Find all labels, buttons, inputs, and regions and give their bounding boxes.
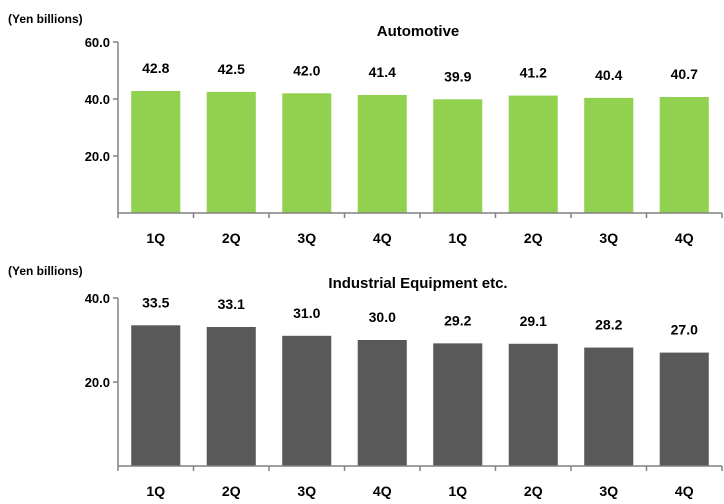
automotive-chart: (Yen billions) Automotive 60.0 40.0 20.0 4… <box>0 0 724 250</box>
industrial-data-label: 33.1 <box>218 296 245 312</box>
automotive-data-label: 41.2 <box>520 65 547 81</box>
automotive-data-label: 42.5 <box>218 61 245 77</box>
automotive-bars <box>131 91 709 213</box>
automotive-category-label: 3Q <box>297 230 316 246</box>
automotive-y-tick-label: 20.0 <box>85 149 110 164</box>
industrial-y-tick-label: 40.0 <box>85 291 110 306</box>
industrial-unit-label: (Yen billions) <box>8 264 83 278</box>
industrial-bar <box>584 347 634 466</box>
automotive-unit-label: (Yen billions) <box>8 12 83 26</box>
industrial-bar <box>206 326 256 466</box>
industrial-data-label: 30.0 <box>369 309 396 325</box>
automotive-data-label: 42.8 <box>142 60 169 76</box>
automotive-category-label: 3Q <box>599 230 618 246</box>
automotive-bar <box>659 97 709 213</box>
industrial-data-labels: 33.5 33.1 31.0 30.0 29.2 29.1 28.2 27.0 <box>142 294 698 337</box>
industrial-x-axis: 1Q 2Q 3Q 4Q 1Q 2Q 3Q 4Q <box>117 465 723 499</box>
industrial-y-tick-label: 20.0 <box>85 375 110 390</box>
industrial-category-label: 1Q <box>146 483 165 499</box>
industrial-chart: (Yen billions) Industrial Equipment etc.… <box>0 258 724 504</box>
automotive-data-label: 40.4 <box>595 67 622 83</box>
industrial-category-label: 2Q <box>222 483 241 499</box>
automotive-bar <box>357 95 407 213</box>
automotive-y-tick-label: 60.0 <box>85 35 110 50</box>
automotive-x-axis: 1Q 2Q 3Q 4Q 1Q 2Q 3Q 4Q <box>117 212 723 246</box>
industrial-chart-svg: (Yen billions) Industrial Equipment etc.… <box>8 264 723 499</box>
automotive-data-labels: 42.8 42.5 42.0 41.4 39.9 41.2 40.4 40.7 <box>142 60 698 84</box>
industrial-data-label: 29.2 <box>444 312 471 328</box>
industrial-category-label: 2Q <box>524 483 543 499</box>
industrial-category-label: 1Q <box>448 483 467 499</box>
industrial-bar <box>659 352 709 466</box>
industrial-data-label: 27.0 <box>671 322 698 338</box>
industrial-category-label: 3Q <box>297 483 316 499</box>
industrial-category-label: 4Q <box>373 483 392 499</box>
automotive-bar <box>131 91 181 213</box>
industrial-bar <box>282 335 332 466</box>
industrial-y-axis: 40.0 20.0 <box>85 291 119 466</box>
automotive-bar <box>433 99 483 213</box>
industrial-chart-title: Industrial Equipment etc. <box>328 275 507 292</box>
automotive-bar <box>584 97 634 213</box>
automotive-data-label: 39.9 <box>444 68 471 84</box>
automotive-data-label: 42.0 <box>293 62 320 78</box>
automotive-bar <box>508 95 558 213</box>
automotive-chart-svg: (Yen billions) Automotive 60.0 40.0 20.0 4… <box>8 12 723 246</box>
industrial-category-label: 3Q <box>599 483 618 499</box>
automotive-data-label: 41.4 <box>369 64 396 80</box>
automotive-category-label: 1Q <box>146 230 165 246</box>
automotive-category-label: 4Q <box>373 230 392 246</box>
industrial-data-label: 29.1 <box>520 313 547 329</box>
automotive-bar <box>206 91 256 213</box>
industrial-data-label: 31.0 <box>293 305 320 321</box>
automotive-category-label: 2Q <box>222 230 241 246</box>
automotive-chart-title: Automotive <box>377 23 460 40</box>
industrial-bars <box>131 325 709 466</box>
industrial-category-label: 4Q <box>675 483 694 499</box>
industrial-data-label: 33.5 <box>142 294 169 310</box>
automotive-y-tick-label: 40.0 <box>85 92 110 107</box>
automotive-data-label: 40.7 <box>671 66 698 82</box>
automotive-category-label: 2Q <box>524 230 543 246</box>
automotive-category-label: 4Q <box>675 230 694 246</box>
industrial-bar <box>357 340 407 466</box>
automotive-category-label: 1Q <box>448 230 467 246</box>
industrial-bar <box>508 343 558 466</box>
industrial-data-label: 28.2 <box>595 317 622 333</box>
industrial-bar <box>433 343 483 466</box>
automotive-y-axis: 60.0 40.0 20.0 <box>85 35 119 213</box>
automotive-bar <box>282 93 332 213</box>
industrial-bar <box>131 325 181 466</box>
